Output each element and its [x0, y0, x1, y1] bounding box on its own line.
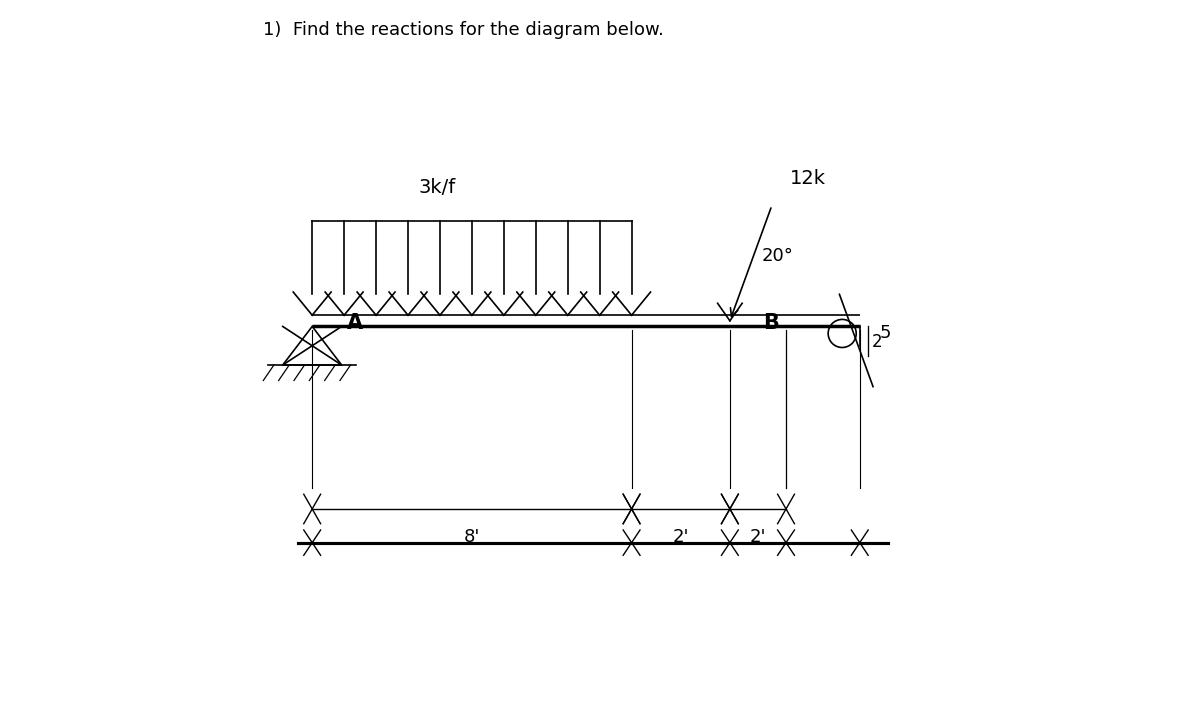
Text: 8': 8' [463, 528, 480, 546]
Text: 2': 2' [750, 528, 767, 546]
Text: 20°: 20° [762, 247, 793, 265]
Text: 12k: 12k [790, 168, 826, 188]
Text: 2: 2 [871, 333, 882, 351]
Text: A: A [347, 313, 364, 333]
Text: 5: 5 [880, 324, 890, 343]
Text: 2': 2' [672, 528, 689, 546]
Text: B: B [763, 313, 779, 333]
Text: 1)  Find the reactions for the diagram below.: 1) Find the reactions for the diagram be… [263, 21, 664, 39]
Text: 3k/f: 3k/f [418, 178, 456, 197]
